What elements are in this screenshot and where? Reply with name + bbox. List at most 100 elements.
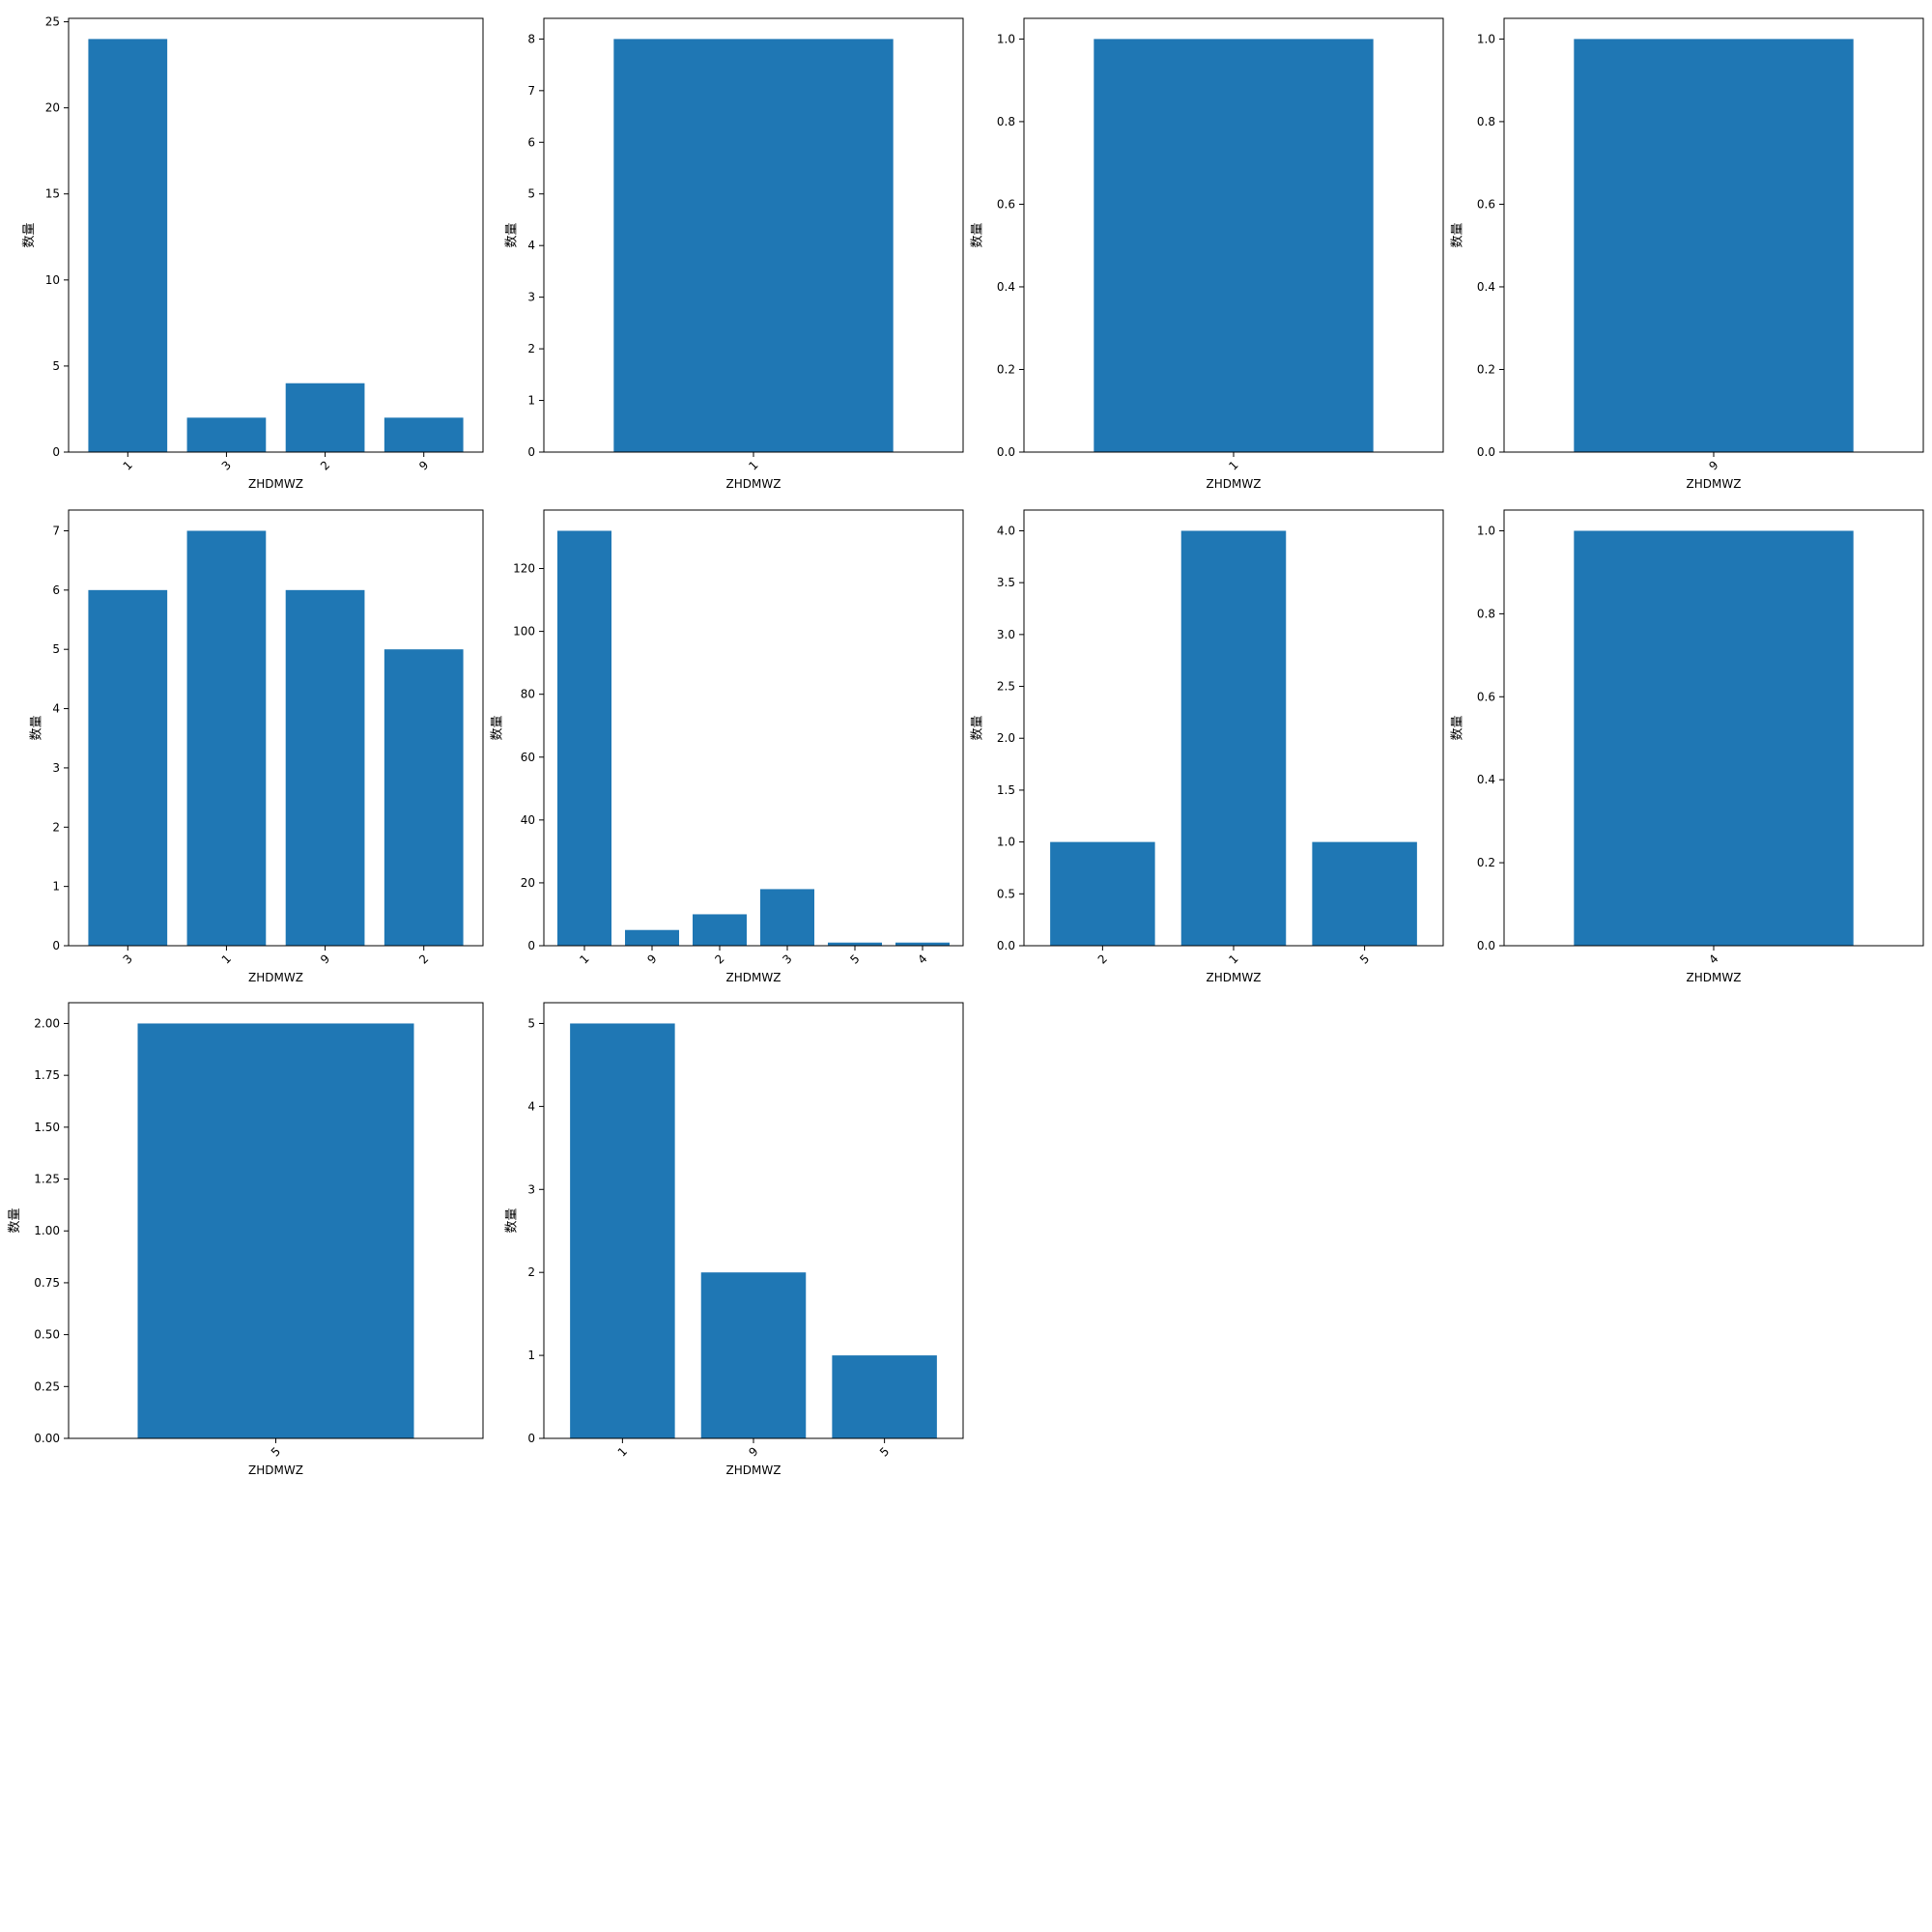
y-tick-label: 0.2	[997, 362, 1015, 376]
y-tick-label: 0.8	[997, 115, 1015, 128]
x-tick-label: 9	[644, 952, 659, 966]
y-tick-label: 0	[52, 939, 60, 952]
y-tick-label: 1	[527, 1349, 535, 1362]
x-tick-label: 1	[615, 1444, 630, 1459]
x-tick-label: 2	[416, 952, 431, 966]
y-tick-label: 1.0	[997, 32, 1015, 45]
x-tick-label: 9	[1706, 458, 1720, 472]
y-tick-label: 0.0	[1477, 445, 1495, 459]
bar-5	[1312, 841, 1417, 946]
bar-1	[1094, 39, 1374, 452]
x-axis-label: ZHDMWZ	[726, 1463, 781, 1477]
x-tick-label: 5	[877, 1444, 892, 1459]
bar-2	[1050, 841, 1155, 946]
bar-4	[895, 942, 950, 946]
y-tick-label: 6	[52, 583, 60, 597]
y-tick-label: 1.25	[34, 1173, 60, 1186]
bar-4	[1574, 530, 1854, 946]
x-axis-label: ZHDMWZ	[726, 971, 781, 984]
y-tick-label: 0.00	[34, 1432, 60, 1445]
bar-5	[828, 942, 882, 946]
y-tick-label: 60	[521, 751, 535, 764]
x-axis-label: ZHDMWZ	[1687, 971, 1742, 984]
x-tick-label: 1	[577, 952, 591, 966]
y-tick-label: 0.6	[997, 197, 1015, 211]
y-tick-label: 3	[527, 1182, 535, 1196]
x-axis-label: ZHDMWZ	[1207, 477, 1262, 491]
x-tick-label: 1	[219, 952, 234, 966]
x-tick-label: 2	[712, 952, 726, 966]
subplot-7: 0.0 0.5 1.0 1.5 2.0 2.5 3.0 3.5 4.0 2 1 5 ZHDMWZ 数量	[971, 509, 1444, 984]
y-tick-label: 0.75	[34, 1276, 60, 1290]
y-tick-label: 40	[521, 813, 535, 827]
y-tick-label: 4.0	[997, 524, 1015, 537]
bar-5	[832, 1355, 937, 1438]
bar-1	[557, 530, 611, 946]
y-tick-label: 0.4	[1477, 773, 1495, 786]
bar-2	[693, 914, 747, 946]
y-axis-label: 数量	[505, 222, 520, 247]
bar-9	[384, 417, 464, 452]
y-tick-label: 1	[527, 394, 535, 408]
bar-2	[384, 649, 464, 946]
y-tick-label: 0	[527, 445, 535, 459]
x-tick-label: 1	[1226, 458, 1240, 472]
y-tick-label: 2.0	[997, 731, 1015, 745]
x-tick-label: 2	[1095, 952, 1110, 966]
x-axis-label: ZHDMWZ	[248, 1463, 303, 1477]
bar-9	[625, 929, 679, 946]
x-axis-label: ZHDMWZ	[1687, 477, 1742, 491]
y-tick-label: 3	[52, 761, 60, 775]
y-tick-label: 1.0	[1477, 32, 1495, 45]
x-tick-label: 5	[847, 952, 862, 966]
y-tick-label: 4	[527, 1099, 535, 1113]
y-tick-label: 100	[513, 625, 535, 639]
y-tick-label: 2	[52, 820, 60, 834]
axes-frame	[543, 509, 964, 947]
y-tick-label: 2	[527, 1265, 535, 1279]
y-tick-label: 3	[527, 291, 535, 304]
y-tick-label: 0.0	[997, 445, 1015, 459]
x-tick-label: 3	[780, 952, 794, 966]
y-axis-label: 数量	[505, 1208, 520, 1233]
x-tick-label: 3	[219, 458, 234, 472]
x-axis-label: ZHDMWZ	[726, 477, 781, 491]
x-axis-label: ZHDMWZ	[248, 971, 303, 984]
subplot-9: 0.00 0.25 0.50 0.75 1.00 1.25 1.50 1.75 2.00 5 ZHD…	[8, 1002, 484, 1477]
y-axis-label: 数量	[22, 222, 37, 247]
subplot-4: 0.0 0.2 0.4 0.6 0.8 1.0 9 ZHDMWZ 数量	[1451, 17, 1924, 491]
y-tick-label: 20	[45, 101, 60, 115]
y-tick-label: 1.50	[34, 1121, 60, 1134]
y-axis-label: 数量	[971, 715, 985, 740]
subplot-2: 0 1 2 3 4 5 6 7 8 1 ZHDMWZ 数量	[505, 17, 964, 491]
x-tick-label: 1	[746, 458, 760, 472]
bar-1	[186, 530, 267, 946]
bar-3	[760, 889, 814, 946]
x-tick-label: 4	[1706, 952, 1720, 966]
y-tick-label: 20	[521, 876, 535, 890]
y-tick-label: 2	[527, 342, 535, 355]
bar-3	[88, 589, 168, 946]
subplot-8: 0.0 0.2 0.4 0.6 0.8 1.0 4 ZHDMWZ 数量	[1451, 509, 1924, 984]
x-axis-label: ZHDMWZ	[248, 477, 303, 491]
subplot-1: 0 5 10 15 20 25 1 3 2 9 ZHDMWZ 数量	[22, 15, 484, 491]
bar-9	[285, 589, 365, 946]
x-tick-label: 5	[269, 1444, 283, 1459]
y-tick-label: 25	[45, 15, 60, 29]
y-tick-label: 0	[527, 1432, 535, 1445]
y-tick-label: 0.25	[34, 1379, 60, 1393]
x-tick-label: 9	[416, 458, 431, 472]
bar-1	[570, 1023, 675, 1438]
y-tick-label: 10	[45, 273, 60, 287]
y-tick-label: 3.0	[997, 628, 1015, 641]
x-tick-label: 4	[915, 952, 929, 966]
y-tick-label: 5	[527, 1016, 535, 1030]
y-tick-label: 0.2	[1477, 362, 1495, 376]
y-tick-label: 6	[527, 135, 535, 149]
bar-2	[285, 383, 365, 452]
y-axis-label: 数量	[30, 715, 44, 740]
y-tick-label: 0.50	[34, 1328, 60, 1342]
y-tick-label: 0.6	[1477, 690, 1495, 703]
y-tick-label: 1.5	[997, 783, 1015, 797]
y-tick-label: 0	[527, 939, 535, 952]
